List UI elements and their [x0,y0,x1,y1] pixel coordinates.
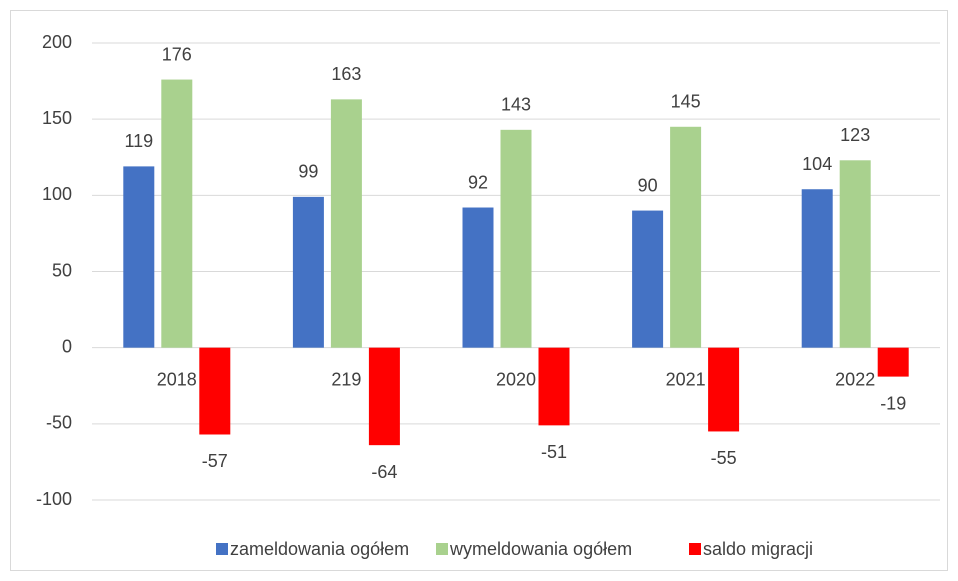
y-tick-label: 50 [52,260,72,280]
legend-swatch [689,543,701,555]
bar [632,210,664,348]
bar [123,166,155,348]
data-label: 163 [331,64,361,84]
data-label: 143 [501,95,531,115]
legend-label: wymeldowania ogółem [449,539,632,559]
data-label: 119 [124,131,153,151]
x-tick-label: 2021 [666,369,706,389]
data-label: -64 [371,462,397,482]
y-tick-label: -50 [46,413,72,433]
data-label: 145 [671,92,701,112]
bar [500,129,532,348]
data-label: 90 [638,175,658,195]
y-tick-label: 150 [42,108,72,128]
y-tick-label: 200 [42,32,72,52]
data-label: -57 [202,451,228,471]
y-tick-label: -100 [36,489,72,509]
x-tick-label: 2020 [496,369,536,389]
bar [292,196,324,348]
data-label: 176 [162,44,192,64]
bar [161,79,193,348]
data-label: 92 [468,172,488,192]
legend-label: zameldowania ogółem [230,539,409,559]
data-label: 104 [802,154,832,174]
bar [368,347,400,446]
data-label: -19 [880,393,906,413]
y-tick-label: 100 [42,184,72,204]
bar [538,347,570,426]
x-tick-label: 219 [331,369,361,389]
bar [801,189,833,348]
bar [330,99,362,348]
x-tick-label: 2018 [157,369,197,389]
bar [199,347,231,435]
data-label: 99 [298,162,318,182]
x-tick-label: 2022 [835,369,875,389]
data-label: 123 [840,125,870,145]
legend-swatch [216,543,228,555]
bar [670,126,702,348]
legend-swatch [436,543,448,555]
legend-label: saldo migracji [703,539,813,559]
y-tick-label: 0 [62,336,72,356]
bar [462,207,494,348]
data-label: -55 [711,448,737,468]
bar [708,347,740,432]
bar [877,347,909,377]
data-label: -51 [541,442,567,462]
bar [839,160,871,348]
